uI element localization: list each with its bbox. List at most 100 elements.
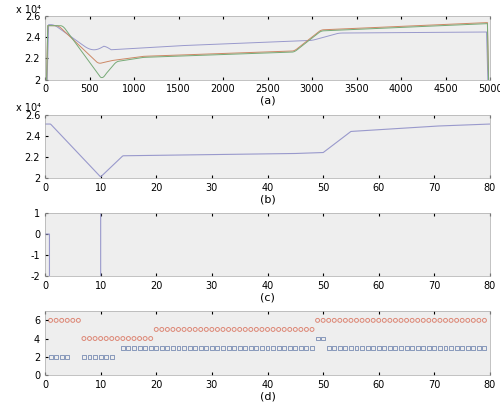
Point bbox=[258, 326, 266, 332]
Point bbox=[397, 344, 405, 351]
Point bbox=[80, 335, 88, 342]
Point bbox=[264, 344, 272, 351]
Point bbox=[141, 344, 149, 351]
Point bbox=[447, 317, 455, 324]
Point bbox=[380, 317, 388, 324]
Point bbox=[475, 317, 483, 324]
Point bbox=[414, 317, 422, 324]
Point bbox=[102, 335, 110, 342]
Point bbox=[452, 344, 460, 351]
Point bbox=[197, 344, 205, 351]
Point bbox=[63, 353, 72, 360]
Point bbox=[247, 326, 255, 332]
Point bbox=[230, 326, 238, 332]
Point bbox=[419, 317, 427, 324]
Point bbox=[108, 353, 116, 360]
Point bbox=[96, 353, 104, 360]
Point bbox=[224, 326, 232, 332]
Point bbox=[230, 344, 238, 351]
Point bbox=[114, 335, 122, 342]
Point bbox=[324, 344, 332, 351]
Point bbox=[197, 326, 205, 332]
Point bbox=[425, 344, 433, 351]
Point bbox=[408, 344, 416, 351]
Point bbox=[164, 344, 172, 351]
Point bbox=[442, 317, 450, 324]
Point bbox=[342, 344, 349, 351]
Point bbox=[330, 317, 338, 324]
Point bbox=[158, 344, 166, 351]
Point bbox=[91, 335, 99, 342]
Point bbox=[236, 326, 244, 332]
Point bbox=[86, 335, 94, 342]
Point bbox=[141, 335, 149, 342]
Point bbox=[74, 317, 82, 324]
Point bbox=[386, 344, 394, 351]
Point bbox=[369, 317, 377, 324]
Point bbox=[458, 344, 466, 351]
Point bbox=[186, 344, 194, 351]
Point bbox=[269, 326, 277, 332]
Point bbox=[63, 317, 72, 324]
Point bbox=[286, 326, 294, 332]
Point bbox=[119, 344, 127, 351]
Point bbox=[247, 344, 255, 351]
Text: x 10⁴: x 10⁴ bbox=[16, 103, 41, 113]
Point bbox=[169, 344, 177, 351]
Point bbox=[330, 344, 338, 351]
Point bbox=[158, 326, 166, 332]
Point bbox=[436, 317, 444, 324]
Point bbox=[314, 335, 322, 342]
Point bbox=[274, 344, 282, 351]
Point bbox=[475, 344, 483, 351]
Point bbox=[136, 344, 143, 351]
Point bbox=[452, 317, 460, 324]
X-axis label: (a): (a) bbox=[260, 96, 276, 106]
Point bbox=[380, 344, 388, 351]
Point bbox=[146, 344, 154, 351]
Point bbox=[347, 344, 355, 351]
Point bbox=[480, 317, 488, 324]
Point bbox=[252, 326, 260, 332]
Point bbox=[364, 317, 372, 324]
Point bbox=[186, 326, 194, 332]
Point bbox=[69, 317, 77, 324]
Point bbox=[280, 326, 288, 332]
Point bbox=[224, 344, 232, 351]
Point bbox=[425, 317, 433, 324]
Point bbox=[119, 335, 127, 342]
Point bbox=[130, 344, 138, 351]
Point bbox=[336, 317, 344, 324]
Point bbox=[419, 344, 427, 351]
Point bbox=[352, 344, 360, 351]
Point bbox=[52, 353, 60, 360]
Point bbox=[342, 317, 349, 324]
Point bbox=[219, 344, 227, 351]
Point bbox=[352, 317, 360, 324]
Point bbox=[241, 326, 249, 332]
Point bbox=[358, 317, 366, 324]
Point bbox=[258, 344, 266, 351]
Point bbox=[402, 317, 410, 324]
Point bbox=[302, 344, 310, 351]
Point bbox=[96, 335, 104, 342]
Point bbox=[292, 344, 300, 351]
Point bbox=[297, 326, 305, 332]
Point bbox=[124, 335, 132, 342]
X-axis label: (d): (d) bbox=[260, 391, 276, 401]
Point bbox=[124, 344, 132, 351]
Point bbox=[324, 317, 332, 324]
Point bbox=[274, 326, 282, 332]
Point bbox=[214, 344, 222, 351]
Point bbox=[264, 326, 272, 332]
Point bbox=[414, 344, 422, 351]
Text: x 10⁴: x 10⁴ bbox=[16, 5, 41, 15]
X-axis label: (b): (b) bbox=[260, 194, 276, 204]
Point bbox=[336, 344, 344, 351]
Point bbox=[108, 335, 116, 342]
Point bbox=[191, 344, 199, 351]
Point bbox=[430, 317, 438, 324]
Point bbox=[180, 344, 188, 351]
Point bbox=[297, 344, 305, 351]
Point bbox=[319, 317, 327, 324]
